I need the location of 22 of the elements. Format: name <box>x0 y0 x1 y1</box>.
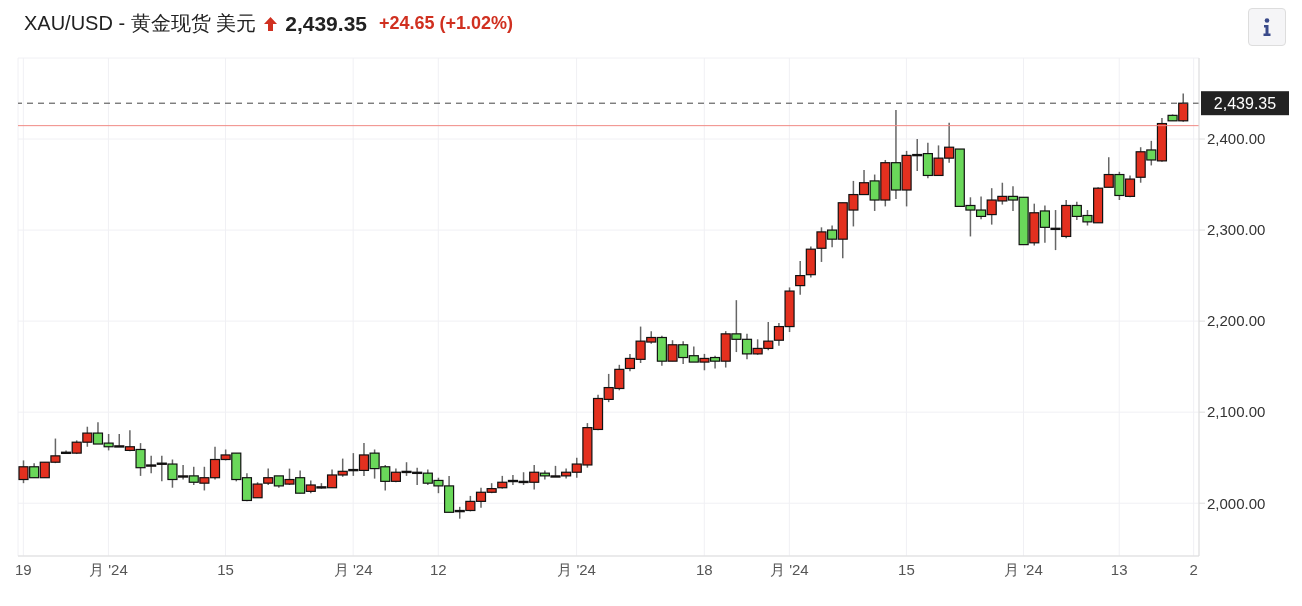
x-tick-label: 15 <box>217 560 234 578</box>
x-tick-label: 12 <box>429 560 447 578</box>
y-tick-label: 2,000.00 <box>1207 494 1266 512</box>
x-tick-label: 月 '24 <box>89 560 128 578</box>
candlestick <box>795 260 806 296</box>
chart-title: XAU/USD - 黄金现货 美元 <box>24 11 257 36</box>
x-tick-label: 15 <box>898 560 915 578</box>
text: 2,439.35 <box>285 11 367 36</box>
ref-line-label: 2,439.35 <box>1213 95 1277 113</box>
y-tick-label: 2,300.00 <box>1207 221 1266 239</box>
x-tick-label: 19 <box>14 560 32 578</box>
y-tick-label: 2,100.00 <box>1207 403 1266 421</box>
x-tick-label: 月 '24 <box>333 560 373 578</box>
text: +24.65 (+1.02%) <box>379 13 514 34</box>
x-tick-label: 13 <box>1110 560 1128 578</box>
x-tick-label: 月 '24 <box>1004 560 1043 578</box>
y-tick-label: 2,200.00 <box>1207 312 1266 330</box>
x-tick-label: 18 <box>695 560 713 578</box>
x-tick-label: 月 '24 <box>770 560 809 578</box>
y-tick-label: 2,400.00 <box>1207 130 1266 148</box>
x-tick-label: 2 <box>1189 560 1198 578</box>
x-tick-label: 月 '24 <box>557 560 596 578</box>
